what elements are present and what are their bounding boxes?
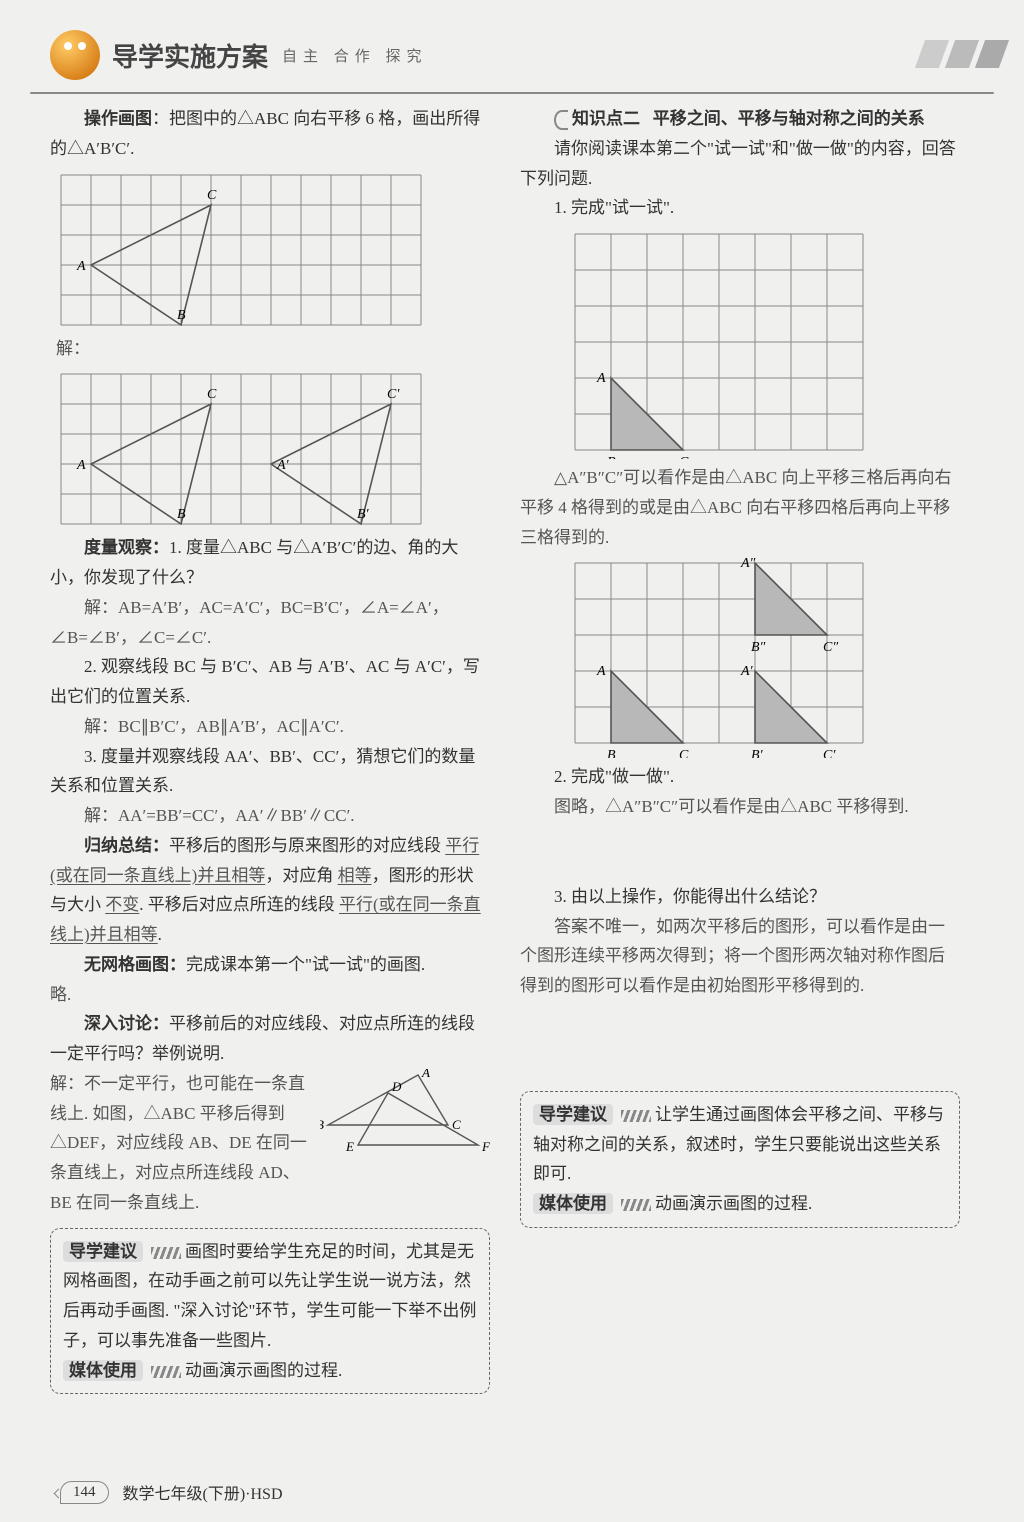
- right-q2: 2. 完成"做一做".: [520, 762, 960, 792]
- nogrid-para: 无网格画图：完成课本第一个"试一试"的画图.: [50, 950, 490, 980]
- deep-answer-row: 解：不一定平行，也可能在一条直线上. 如图，△ABC 平移后得到△DEF，对应线…: [50, 1069, 490, 1218]
- measure-a2: 解：BC∥B′C′，AB∥A′B′，AC∥A′C′.: [50, 712, 490, 742]
- measure-a1: 解：AB=A′B′，AC=A′C′，BC=B′C′，∠A=∠A′，∠B=∠B′，…: [50, 593, 490, 653]
- measure-q3: 3. 度量并观察线段 AA′、BB′、CC′，猜想它们的数量关系和位置关系.: [50, 742, 490, 802]
- summary-1i: .: [158, 925, 162, 944]
- page-number: 144: [60, 1481, 109, 1504]
- measure-q2: 2. 观察线段 BC 与 B′C′、AB 与 A′B′、AC 与 A′C′，写出…: [50, 652, 490, 712]
- svg-text:B′: B′: [751, 748, 764, 758]
- right-q3: 3. 由以上操作，你能得出什么结论？: [520, 882, 960, 912]
- svg-text:B: B: [320, 1117, 324, 1132]
- right-q1: 1. 完成"试一试".: [520, 193, 960, 223]
- box-label-media: 媒体使用: [63, 1360, 143, 1381]
- solution-label-1: 解：: [56, 334, 490, 364]
- right-q2-ans: 图略，△A″B″C″可以看作是由△ABC 平移得到.: [520, 792, 960, 822]
- suggestion-box-left: 导学建议画图时要给学生充足的时间，尤其是无网格画图，在动手画之前可以先让学生说一…: [50, 1228, 490, 1395]
- svg-text:B″: B″: [751, 640, 766, 655]
- operation-title: 操作画图: [84, 109, 152, 128]
- svg-text:A: A: [76, 458, 86, 473]
- box-label-media: 媒体使用: [533, 1193, 613, 1214]
- svg-text:B: B: [177, 308, 186, 323]
- suggestion-box-right: 导学建议让学生通过画图体会平移之间、平移与轴对称之间的关系，叙述时，学生只要能说…: [520, 1091, 960, 1228]
- svg-text:C: C: [207, 387, 217, 402]
- header-divider: [30, 92, 994, 94]
- header-subtitle: 自主 合作 探究: [282, 45, 428, 66]
- box-right-line1: 导学建议让学生通过画图体会平移之间、平移与轴对称之间的关系，叙述时，学生只要能说…: [533, 1100, 947, 1189]
- stripes-icon: [151, 1247, 181, 1259]
- summary-title: 归纳总结：: [84, 836, 169, 855]
- box-left-line2: 媒体使用 动画演示画图的过程.: [63, 1356, 477, 1386]
- svg-text:E: E: [345, 1139, 354, 1154]
- right-q3-ans: 答案不唯一，如两次平移后的图形，可以看作是由一个图形连续平移两次得到；将一个图形…: [520, 912, 960, 1001]
- svg-text:C: C: [452, 1117, 461, 1132]
- stripes-icon: [621, 1110, 651, 1122]
- kp2-label: 知识点二: [572, 109, 640, 128]
- content-columns: 操作画图：把图中的△ABC 向右平移 6 格，画出所得的△A′B′C′. A B C…: [50, 104, 974, 1394]
- box-right-text2: 动画演示画图的过程.: [655, 1194, 812, 1213]
- deep-ans: 解：不一定平行，也可能在一条直线上. 如图，△ABC 平移后得到△DEF，对应线…: [50, 1069, 312, 1218]
- box-label-guide: 导学建议: [63, 1241, 143, 1262]
- measure-q1: 度量观察：1. 度量△ABC 与△A′B′C′的边、角的大小，你发现了什么？: [50, 533, 490, 593]
- summary-1c: ，对应角: [265, 866, 333, 885]
- stripes-icon: [151, 1366, 181, 1378]
- box-left-line1: 导学建议画图时要给学生充足的时间，尤其是无网格画图，在动手画之前可以先让学生说一…: [63, 1237, 477, 1356]
- operation-intro: 操作画图：把图中的△ABC 向右平移 6 格，画出所得的△A′B′C′.: [50, 104, 490, 164]
- summary-blank-3: 不变: [105, 895, 139, 914]
- header-title: 导学实施方案: [112, 37, 268, 74]
- svg-text:C: C: [679, 455, 689, 459]
- svg-text:C″: C″: [823, 640, 838, 655]
- svg-text:B: B: [177, 507, 186, 522]
- kp2-title: 平移之间、平移与轴对称之间的关系: [653, 109, 925, 128]
- left-column: 操作画图：把图中的△ABC 向右平移 6 格，画出所得的△A′B′C′. A B C…: [50, 104, 490, 1394]
- stripes-icon: [621, 1199, 651, 1211]
- svg-text:A: A: [596, 664, 606, 679]
- summary-1g: . 平移后对应点所连的线段: [139, 895, 335, 914]
- logo-icon: [50, 30, 100, 80]
- grid-figure-1: A B C: [56, 170, 426, 330]
- grid-figure-2: A B C A′ B′ C′: [56, 369, 426, 529]
- summary-1a: 平移后的图形与原来图形的对应线段: [169, 836, 441, 855]
- summary-blank-2: 相等: [338, 866, 372, 885]
- explain-a: △A″B″C″可以看作是由△ABC 向上平移三格后再向右平移 4 格得到的或是由…: [520, 463, 960, 552]
- measure-a3: 解：AA′=BB′=CC′，AA′∥BB′∥CC′.: [50, 801, 490, 831]
- nogrid-title: 无网格画图：: [84, 955, 186, 974]
- grid-figure-4: A B C A′ B′ C′ A″ B″ C″: [570, 558, 870, 758]
- svg-text:A′: A′: [740, 664, 754, 679]
- deep-title: 深入讨论：: [84, 1014, 169, 1033]
- svg-text:F: F: [481, 1139, 490, 1154]
- page-footer: 144 数学七年级(下册)·HSD: [60, 1480, 283, 1504]
- nogrid-text: 完成课本第一个"试一试"的画图.: [186, 955, 425, 974]
- box-label-guide: 导学建议: [533, 1104, 613, 1125]
- nogrid-ans: 略.: [50, 980, 490, 1010]
- svg-text:C′: C′: [387, 387, 400, 402]
- page-header: 导学实施方案 自主 合作 探究: [50, 30, 974, 80]
- svg-text:C′: C′: [823, 748, 836, 758]
- svg-text:D: D: [391, 1079, 402, 1094]
- right-column: 知识点二 平移之间、平移与轴对称之间的关系 请你阅读课本第二个"试一试"和"做一…: [520, 104, 960, 1394]
- svg-text:A: A: [421, 1069, 430, 1080]
- box-right-line2: 媒体使用 动画演示画图的过程.: [533, 1189, 947, 1219]
- svg-text:A: A: [596, 371, 606, 386]
- svg-text:A: A: [76, 259, 86, 274]
- svg-text:B′: B′: [357, 507, 370, 522]
- svg-text:A′: A′: [276, 458, 290, 473]
- kp2-intro: 请你阅读课本第二个"试一试"和"做一做"的内容，回答下列问题.: [520, 134, 960, 194]
- section-marker-icon: [554, 110, 568, 130]
- triangle-diagram: A B C D E F: [320, 1069, 490, 1159]
- svg-text:B: B: [607, 748, 616, 758]
- grid-figure-3: A B C: [570, 229, 870, 459]
- svg-text:C: C: [679, 748, 689, 758]
- footer-text: 数学七年级(下册)·HSD: [123, 1480, 283, 1504]
- svg-text:C: C: [207, 188, 217, 203]
- header-decoration: [920, 40, 1004, 68]
- box-left-text2: 动画演示画图的过程.: [185, 1361, 342, 1380]
- kp2-heading: 知识点二 平移之间、平移与轴对称之间的关系: [520, 104, 960, 134]
- svg-text:A″: A″: [740, 558, 756, 571]
- measure-title: 度量观察：: [84, 538, 169, 557]
- svg-text:B: B: [607, 455, 616, 459]
- deep-para: 深入讨论：平移前后的对应线段、对应点所连的线段一定平行吗？举例说明.: [50, 1009, 490, 1069]
- summary-para: 归纳总结：平移后的图形与原来图形的对应线段 平行(或在同一条直线上)并且相等，对…: [50, 831, 490, 950]
